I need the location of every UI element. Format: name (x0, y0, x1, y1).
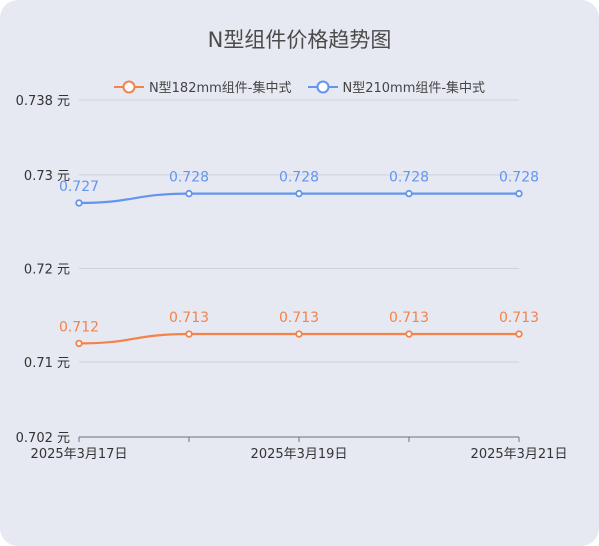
y-tick-label: 0.738 元 (16, 94, 70, 109)
data-label: 0.713 (279, 310, 319, 326)
legend-label-182: N型182mm组件-集中式 (148, 81, 292, 96)
data-point[interactable] (295, 189, 303, 198)
data-point[interactable] (405, 189, 413, 198)
x-tick-label: 2025年3月19日 (251, 447, 348, 462)
data-label: 0.728 (499, 170, 539, 186)
data-label: 0.712 (59, 319, 99, 335)
data-point[interactable] (75, 339, 83, 348)
data-label: 0.727 (59, 179, 99, 195)
legend-swatch-182-icon (113, 80, 144, 93)
data-point[interactable] (515, 189, 523, 198)
data-label: 0.728 (169, 170, 209, 186)
data-label: 0.713 (169, 310, 209, 326)
data-label: 0.713 (389, 310, 429, 326)
y-tick-label: 0.72 元 (24, 263, 70, 278)
y-tick-label: 0.73 元 (24, 169, 70, 184)
y-tick-label: 0.71 元 (24, 356, 70, 371)
data-point[interactable] (295, 330, 303, 338)
legend-item-182[interactable]: N型182mm组件-集中式 (113, 77, 292, 96)
data-point[interactable] (515, 330, 523, 338)
legend-item-210[interactable]: N型210mm组件-集中式 (307, 77, 486, 96)
data-label: 0.713 (499, 310, 539, 326)
data-point[interactable] (185, 330, 193, 338)
chart-title: N型组件价格趋势图 (207, 28, 392, 52)
data-point[interactable] (185, 189, 193, 198)
legend: N型182mm组件-集中式 N型210mm组件-集中式 (0, 77, 599, 96)
x-tick-label: 2025年3月21日 (471, 447, 568, 462)
data-point[interactable] (405, 330, 413, 338)
legend-swatch-210-icon (307, 80, 338, 93)
data-label: 0.728 (279, 170, 319, 186)
data-point[interactable] (75, 199, 83, 207)
y-tick-label: 0.702 元 (16, 431, 70, 446)
data-label: 0.728 (389, 170, 429, 186)
legend-label-210: N型210mm组件-集中式 (342, 81, 486, 96)
x-tick-label: 2025年3月17日 (31, 447, 128, 462)
